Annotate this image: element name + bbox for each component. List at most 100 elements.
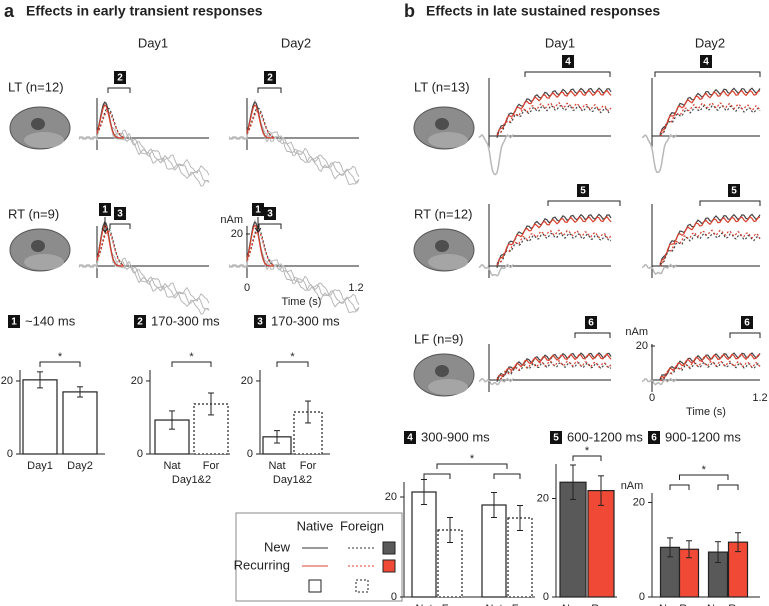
bracket <box>679 474 729 480</box>
trace <box>246 104 274 139</box>
badge-number: 3 <box>267 209 273 220</box>
x-tick-label: Day1 <box>27 460 53 472</box>
badge <box>114 71 126 84</box>
trace <box>496 229 612 265</box>
trace <box>246 224 274 267</box>
badge-number: 5 <box>553 433 559 444</box>
significance: * <box>58 351 63 363</box>
label: 0 <box>244 282 250 294</box>
badge <box>741 316 753 329</box>
trace <box>496 353 612 380</box>
trace <box>496 359 612 380</box>
y-tick-label: 0 <box>247 448 253 460</box>
label: 20 <box>636 340 648 352</box>
x-tick-label: New <box>562 603 584 606</box>
badge-number: 1 <box>255 205 261 216</box>
trace <box>659 353 761 379</box>
y-tick-label: 20 <box>537 492 549 504</box>
trace <box>228 100 360 177</box>
badge-number: 3 <box>257 317 263 328</box>
bracket <box>258 223 282 229</box>
trace <box>228 99 360 185</box>
trace <box>659 232 761 265</box>
trace <box>496 232 612 265</box>
badge-number: 4 <box>565 57 571 68</box>
bracket <box>574 332 611 338</box>
y-tick-label: 0 <box>137 448 143 460</box>
bracket <box>107 87 131 93</box>
x-tick-label: New <box>659 603 681 606</box>
bar <box>154 419 190 455</box>
trace <box>228 99 360 186</box>
badge-number: 2 <box>117 73 123 84</box>
x-tick-label: Nat <box>163 460 180 472</box>
chart-title: 170-300 ms <box>271 313 340 328</box>
badge <box>404 431 416 444</box>
label: New <box>264 539 291 554</box>
significance: * <box>189 351 194 363</box>
badge <box>254 315 266 328</box>
y-tick-label: 20 <box>633 496 645 508</box>
brain-image <box>428 379 468 395</box>
significance: * <box>470 453 475 465</box>
trace <box>78 102 210 187</box>
brain-source <box>435 240 449 252</box>
trace <box>641 134 678 174</box>
badge-number: 5 <box>580 186 586 197</box>
badge-number: 2 <box>137 317 143 328</box>
badge <box>252 203 264 216</box>
badge-number: 6 <box>588 318 594 329</box>
bracket <box>669 484 690 490</box>
bracket <box>524 71 611 77</box>
bracket <box>257 87 282 93</box>
badge <box>700 55 712 68</box>
group-label: Day1&2 <box>172 474 211 486</box>
brain-source <box>435 365 449 377</box>
x-tick-label: Nat <box>485 603 502 606</box>
trace <box>478 263 515 277</box>
bracket <box>729 332 761 338</box>
trace <box>659 216 761 264</box>
chart-title: 300-900 ms <box>421 429 490 444</box>
bracket <box>572 455 602 461</box>
panel-title: Effects in late sustained responses <box>426 3 660 19</box>
bracket <box>493 473 521 479</box>
badge <box>134 315 146 328</box>
trace <box>641 377 678 386</box>
x-tick-label: For <box>300 460 317 472</box>
badge <box>264 71 276 84</box>
badge <box>264 207 276 220</box>
y-tick-label: 20 <box>385 491 397 503</box>
x-tick-label: Nat <box>268 460 285 472</box>
panel-title: Effects in early transient responses <box>26 3 263 19</box>
trace <box>641 263 678 276</box>
trace <box>659 361 761 380</box>
bar <box>507 517 533 598</box>
brain-image <box>24 132 64 148</box>
label: Day2 <box>695 35 725 50</box>
bracket <box>39 361 81 367</box>
y-tick-label: 0 <box>7 448 13 460</box>
label: nAm <box>220 214 243 226</box>
trace <box>659 360 761 382</box>
trace <box>78 101 210 176</box>
chart-title: 600-1200 ms <box>567 429 643 444</box>
significance: * <box>702 464 707 476</box>
trace <box>659 104 761 135</box>
label: RT (n=9) <box>8 206 59 221</box>
bracket <box>171 361 212 367</box>
trace <box>246 230 275 266</box>
trace <box>96 230 125 266</box>
trace <box>96 110 125 139</box>
badge-number: 2 <box>267 73 273 84</box>
trace <box>496 89 612 136</box>
y-axis-label: nAm <box>621 480 644 492</box>
label: 1.2 <box>348 282 363 294</box>
trace <box>659 89 761 135</box>
bracket <box>436 463 508 469</box>
y-tick-label: 0 <box>639 591 645 603</box>
label: Foreign <box>340 518 384 533</box>
arrow <box>101 217 109 233</box>
brain-source <box>31 118 45 130</box>
x-tick-label: For <box>442 603 459 606</box>
